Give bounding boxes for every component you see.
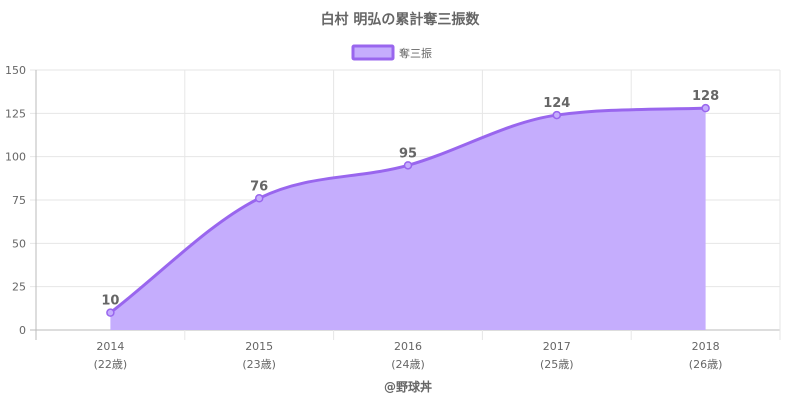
y-tick-label: 50 bbox=[12, 237, 26, 250]
x-tick-sublabel: (23歳) bbox=[242, 358, 276, 371]
chart-footer: @野球丼 bbox=[384, 379, 432, 394]
data-point bbox=[254, 194, 264, 203]
y-tick-label: 125 bbox=[5, 107, 26, 120]
y-tick-label: 25 bbox=[12, 281, 26, 294]
x-tick-label: 2015 bbox=[245, 340, 273, 353]
y-axis-ticks: 0 25 50 75 100 125 150 bbox=[5, 64, 26, 337]
x-tick-label: 2014 bbox=[96, 340, 124, 353]
x-tick-sublabel: (24歳) bbox=[391, 358, 425, 371]
data-point bbox=[552, 110, 562, 120]
data-point bbox=[701, 103, 710, 113]
data-point bbox=[403, 161, 413, 170]
legend[interactable]: 奪三振 bbox=[351, 44, 432, 61]
x-tick-label: 2018 bbox=[692, 340, 720, 353]
x-tick-sublabel: (25歳) bbox=[540, 358, 574, 371]
chart-title: 白村 明弘の累計奪三振数 bbox=[321, 11, 481, 28]
x-tick-label: 2016 bbox=[394, 340, 422, 353]
y-tick-label: 75 bbox=[12, 194, 26, 207]
data-label: 95 bbox=[399, 146, 417, 161]
y-tick-label: 0 bbox=[19, 324, 26, 337]
y-tick-label: 150 bbox=[5, 64, 26, 77]
y-tick-label: 100 bbox=[5, 151, 26, 164]
x-tick-sublabel: (22歳) bbox=[94, 358, 128, 371]
x-tick-sublabel: (26歳) bbox=[689, 358, 723, 371]
data-label: 10 bbox=[101, 294, 119, 309]
data-label: 124 bbox=[543, 96, 570, 111]
x-axis-ticks: 2014 (22歳) 2015 (23歳) 2016 (24歳) 2017 (25歳) 2018… bbox=[94, 340, 723, 371]
data-label: 128 bbox=[692, 89, 719, 104]
data-points bbox=[106, 103, 710, 317]
x-tick-label: 2017 bbox=[543, 340, 571, 353]
data-point bbox=[106, 308, 115, 317]
legend-label: 奪三振 bbox=[399, 46, 432, 60]
legend-swatch bbox=[351, 44, 395, 61]
series-area bbox=[110, 108, 706, 330]
data-labels: 10 76 95 124 128 bbox=[101, 89, 719, 309]
data-label: 76 bbox=[250, 179, 268, 194]
